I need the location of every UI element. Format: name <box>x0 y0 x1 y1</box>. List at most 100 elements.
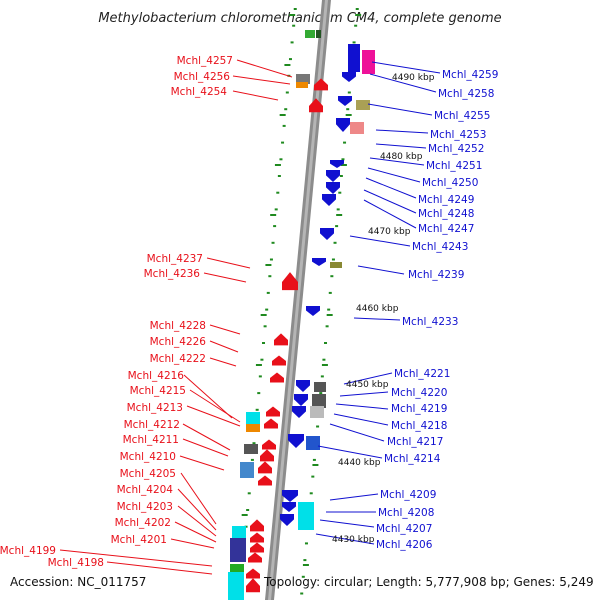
leader-line <box>174 521 217 543</box>
gene-block <box>362 50 375 74</box>
tick-mark <box>346 108 350 111</box>
gene-arrow-reverse <box>288 434 304 448</box>
tick-mark <box>255 408 259 411</box>
gene-block <box>356 100 370 110</box>
gene-block <box>296 74 310 84</box>
tick-mark <box>327 308 331 311</box>
gene-label-right: Mchl_4247 <box>418 223 474 235</box>
gene-label-left: Mchl_4236 <box>144 268 201 280</box>
leader-line <box>182 423 231 451</box>
gene-arrow-forward <box>258 475 272 486</box>
tick-mark <box>281 141 285 144</box>
gene-arrow-forward <box>260 449 274 462</box>
leader-line <box>329 423 385 442</box>
label-leader-lines <box>59 59 441 575</box>
gene-block <box>244 444 258 454</box>
gene-block <box>350 122 364 134</box>
genome-summary-text: Topology: circular; Length: 5,777,908 bp… <box>263 575 594 589</box>
gene-arrow-forward <box>258 461 272 474</box>
gene-label-right: Mchl_4249 <box>418 194 474 206</box>
gene-label-left: Mchl_4257 <box>177 55 233 67</box>
tick-mark <box>244 525 248 528</box>
tick-mark <box>341 158 345 161</box>
gene-label-left: Mchl_4222 <box>150 353 206 365</box>
tick-mark <box>330 275 334 278</box>
gene-arrow-reverse <box>282 490 298 502</box>
gene-label-left: Mchl_4256 <box>174 71 231 83</box>
tick-mark <box>328 291 332 294</box>
tick-mark <box>252 442 256 445</box>
gene-label-right: Mchl_4209 <box>380 489 436 501</box>
gene-arrow-forward <box>250 519 264 532</box>
gene-label-left: Mchl_4216 <box>128 370 185 382</box>
tick-mark <box>284 64 291 66</box>
tick-mark <box>333 241 337 244</box>
leader-line <box>353 317 401 321</box>
gene-label-right: Mchl_4248 <box>418 208 474 220</box>
gene-block <box>330 262 342 268</box>
accession-text: Accession: NC_011757 <box>10 575 146 589</box>
leader-line <box>339 391 389 397</box>
leader-line <box>369 73 437 93</box>
leader-line <box>365 177 417 199</box>
gene-label-left: Mchl_4211 <box>123 434 179 446</box>
kbp-label: 4470 kbp <box>368 227 411 237</box>
gene-label-right: Mchl_4255 <box>434 110 490 122</box>
tick-mark <box>354 24 358 27</box>
leader-line <box>177 505 217 537</box>
leader-line <box>106 561 213 575</box>
tick-mark <box>336 214 343 216</box>
tick-mark <box>246 509 250 511</box>
kbp-label: 4430 kbp <box>332 535 375 545</box>
tick-mark <box>320 375 324 378</box>
gene-arrow-reverse <box>306 306 320 316</box>
gene-label-right: Mchl_4258 <box>438 88 494 100</box>
tick-mark <box>260 358 264 361</box>
tick-mark <box>312 458 316 461</box>
kbp-label: 4490 kbp <box>392 73 435 83</box>
gene-block <box>306 436 320 450</box>
tick-mark <box>274 164 281 166</box>
gene-arrow-reverse <box>320 228 334 240</box>
leader-line <box>363 189 417 214</box>
gene-block <box>296 82 308 88</box>
tick-mark <box>301 575 305 578</box>
gene-arrow-forward <box>282 272 298 291</box>
tick-mark <box>336 208 340 211</box>
leader-line <box>209 340 239 353</box>
gene-label-left: Mchl_4203 <box>117 501 173 513</box>
tick-mark <box>250 458 254 461</box>
gene-block <box>232 526 246 538</box>
tick-mark <box>290 41 294 44</box>
tick-mark <box>277 175 281 177</box>
gene-arrow-reverse <box>338 96 352 106</box>
gene-label-right: Mchl_4233 <box>402 316 458 328</box>
leader-line <box>375 143 427 149</box>
tick-mark <box>257 392 261 395</box>
kbp-label: 4480 kbp <box>380 152 423 162</box>
gene-arrow-forward <box>262 439 276 450</box>
leader-line <box>375 129 429 134</box>
gene-label-right: Mchl_4207 <box>376 523 432 535</box>
leader-line <box>357 265 405 275</box>
leader-line <box>180 472 217 525</box>
gene-label-left: Mchl_4215 <box>130 385 186 397</box>
tick-mark <box>270 214 277 216</box>
gene-label-right: Mchl_4252 <box>428 143 484 155</box>
tick-mark <box>324 342 328 344</box>
leader-line <box>329 493 379 501</box>
leader-line <box>349 235 411 247</box>
tick-mark <box>279 158 283 161</box>
leader-line <box>186 405 241 427</box>
tick-mark <box>260 314 267 316</box>
gene-label-right: Mchl_4206 <box>376 539 433 551</box>
gene-label-right: Mchl_4214 <box>384 453 441 465</box>
gene-label-left: Mchl_4228 <box>150 320 206 332</box>
leader-line <box>363 199 417 229</box>
leader-line <box>319 519 375 528</box>
leader-line <box>179 455 225 471</box>
tick-mark <box>316 425 320 428</box>
tick-mark <box>311 475 315 478</box>
gene-arrow-reverse <box>326 170 340 182</box>
